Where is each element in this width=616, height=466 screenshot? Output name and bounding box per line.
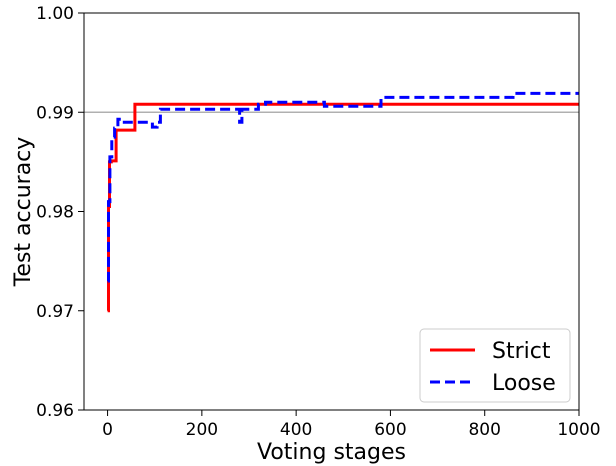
legend-label-strict: Strict (492, 339, 551, 364)
x-tick-label: 1000 (557, 420, 600, 440)
y-tick-label: 1.00 (36, 4, 74, 24)
series-line-loose (107, 91, 579, 283)
x-axis: 0 200 400 600 800 1000 (102, 410, 601, 440)
y-tick-label: 0.96 (36, 401, 74, 421)
x-tick-label: 200 (186, 420, 218, 440)
y-tick-label: 0.97 (36, 302, 74, 322)
series-layer (107, 91, 579, 313)
y-axis-label: Test accuracy (11, 137, 36, 288)
legend-box (419, 328, 571, 403)
x-axis-label: Voting stages (257, 440, 406, 465)
x-tick-label: 800 (468, 420, 500, 440)
legend-label-loose: Loose (492, 371, 556, 396)
x-tick-label: 600 (374, 420, 406, 440)
y-tick-label: 0.99 (36, 103, 74, 123)
legend: Strict Loose (419, 328, 571, 403)
y-tick-label: 0.98 (36, 203, 74, 223)
x-tick-label: 0 (102, 420, 113, 440)
y-axis: 0.96 0.97 0.98 0.99 1.00 (36, 4, 84, 421)
x-tick-label: 400 (280, 420, 312, 440)
